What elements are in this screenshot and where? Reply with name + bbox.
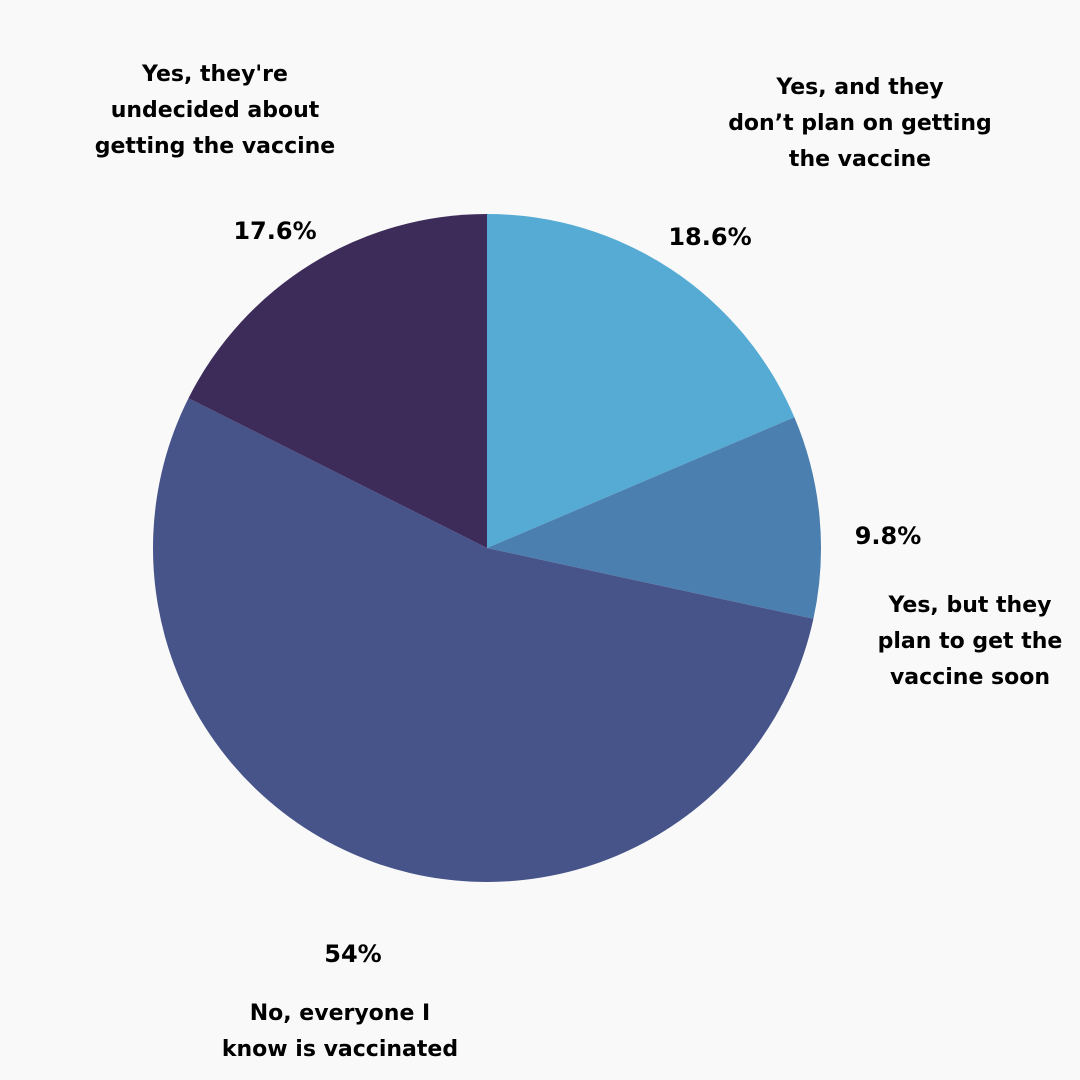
value-label-everyone-vaccinated: 54% (324, 940, 381, 968)
pie-slice-undecided (188, 214, 487, 548)
value-label-plan-soon: 9.8% (855, 522, 922, 550)
value-label-undecided: 17.6% (233, 217, 316, 245)
pie-slice-everyone-vaccinated (153, 398, 814, 882)
category-label-undecided: Yes, they're undecided about getting the… (94, 62, 336, 159)
pie-slice-plan-soon (487, 417, 822, 619)
value-label-dont-plan: 18.6% (668, 223, 751, 251)
category-label-plan-soon: Yes, but they plan to get the vaccine so… (877, 593, 1063, 690)
category-label-everyone-vaccinated: No, everyone I know is vaccinated (221, 1001, 459, 1062)
category-label-dont-plan: Yes, and they don’t plan on getting the … (728, 75, 992, 172)
pie-slice-dont-plan (487, 214, 795, 548)
